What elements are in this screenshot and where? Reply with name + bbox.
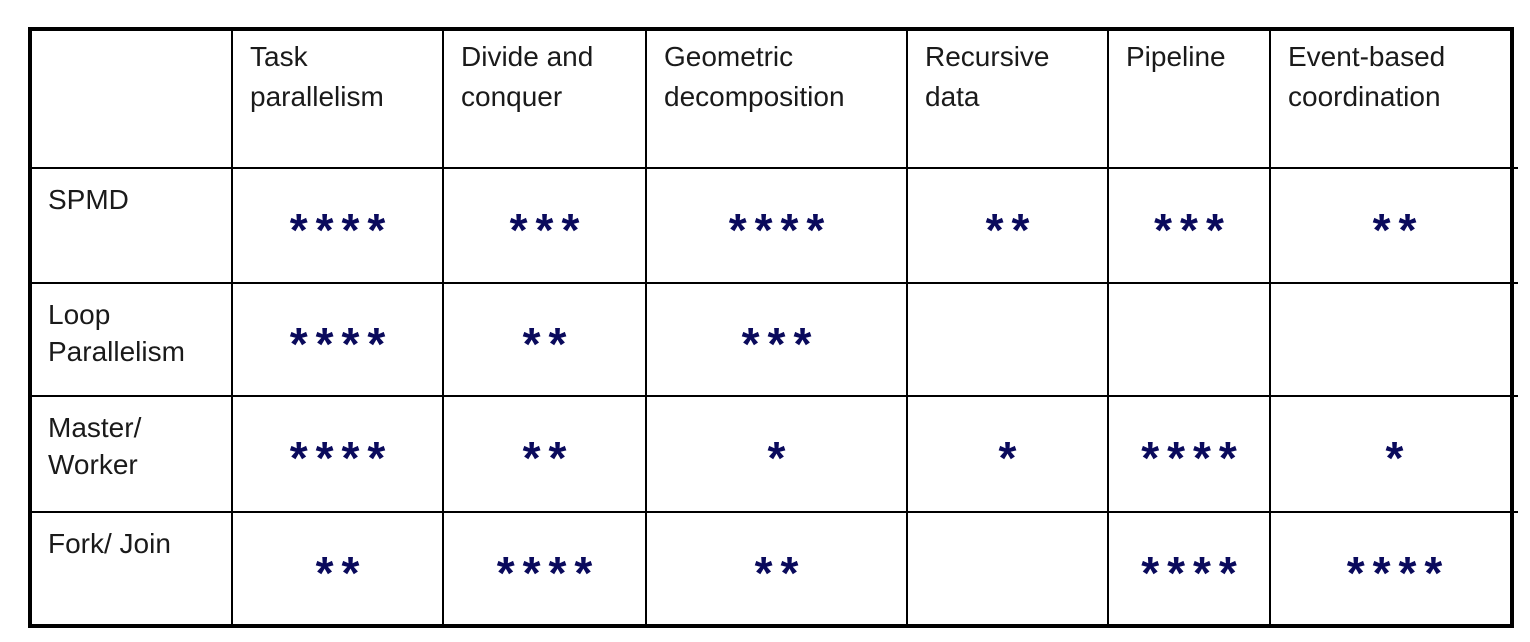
table-row-spmd: SPMD **** *** **** ** *** ** — [32, 167, 1518, 284]
rating-cell: **** — [1107, 511, 1271, 624]
row-header-loop-parallelism: Loop Parallelism — [32, 282, 233, 397]
rating-cell: * — [645, 395, 908, 513]
rating-cell: ** — [442, 395, 647, 513]
col-header-divide-and-conquer: Divide and conquer — [442, 31, 647, 169]
table-row-master-worker: Master/ Worker **** ** * * **** * — [32, 395, 1518, 513]
rating-cell: **** — [1107, 395, 1271, 513]
pattern-support-table: Task parallelism Divide and conquer Geom… — [28, 27, 1518, 628]
rating-cell: *** — [442, 167, 647, 284]
rating-cell: ** — [1269, 167, 1518, 284]
rating-cell: **** — [645, 167, 908, 284]
rating-cell: * — [1269, 395, 1518, 513]
col-header-pipeline: Pipeline — [1107, 31, 1271, 169]
col-header-geometric-decomposition: Geometric decomposition — [645, 31, 908, 169]
row-header-label: Master/ Worker — [48, 412, 142, 480]
rating-cell — [1269, 282, 1518, 397]
col-header-event-based-coordination: Event-based coordination — [1269, 31, 1518, 169]
row-header-label: Fork/ Join — [48, 528, 171, 559]
col-header-recursive-data: Recursive data — [906, 31, 1109, 169]
row-header-fork-join: Fork/ Join — [32, 511, 233, 624]
rating-cell: ** — [231, 511, 444, 624]
rating-cell: * — [906, 395, 1109, 513]
rating-cell: ** — [906, 167, 1109, 284]
rating-cell: **** — [231, 282, 444, 397]
rating-cell — [906, 282, 1109, 397]
corner-cell — [32, 31, 233, 169]
rating-cell — [1107, 282, 1271, 397]
row-header-label: Loop Parallelism — [48, 299, 185, 367]
rating-cell — [906, 511, 1109, 624]
row-header-master-worker: Master/ Worker — [32, 395, 233, 513]
table-row-loop-parallelism: Loop Parallelism **** ** *** — [32, 282, 1518, 397]
table-row-fork-join: Fork/ Join ** **** ** **** **** — [32, 511, 1518, 624]
header-row: Task parallelism Divide and conquer Geom… — [32, 31, 1518, 169]
rating-cell: **** — [1269, 511, 1518, 624]
rating-cell: *** — [645, 282, 908, 397]
matrix-table: Task parallelism Divide and conquer Geom… — [32, 31, 1518, 624]
rating-cell: *** — [1107, 167, 1271, 284]
rating-cell: ** — [645, 511, 908, 624]
row-header-spmd: SPMD — [32, 167, 233, 284]
rating-cell: ** — [442, 282, 647, 397]
rating-cell: **** — [231, 395, 444, 513]
col-header-task-parallelism: Task parallelism — [231, 31, 444, 169]
rating-cell: **** — [231, 167, 444, 284]
rating-cell: **** — [442, 511, 647, 624]
